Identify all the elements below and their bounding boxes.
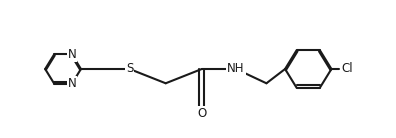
Text: S: S bbox=[126, 63, 133, 75]
Text: NH: NH bbox=[227, 63, 245, 75]
Text: O: O bbox=[197, 107, 206, 120]
Text: N: N bbox=[68, 48, 76, 61]
Text: N: N bbox=[68, 77, 76, 90]
Text: Cl: Cl bbox=[341, 63, 353, 75]
